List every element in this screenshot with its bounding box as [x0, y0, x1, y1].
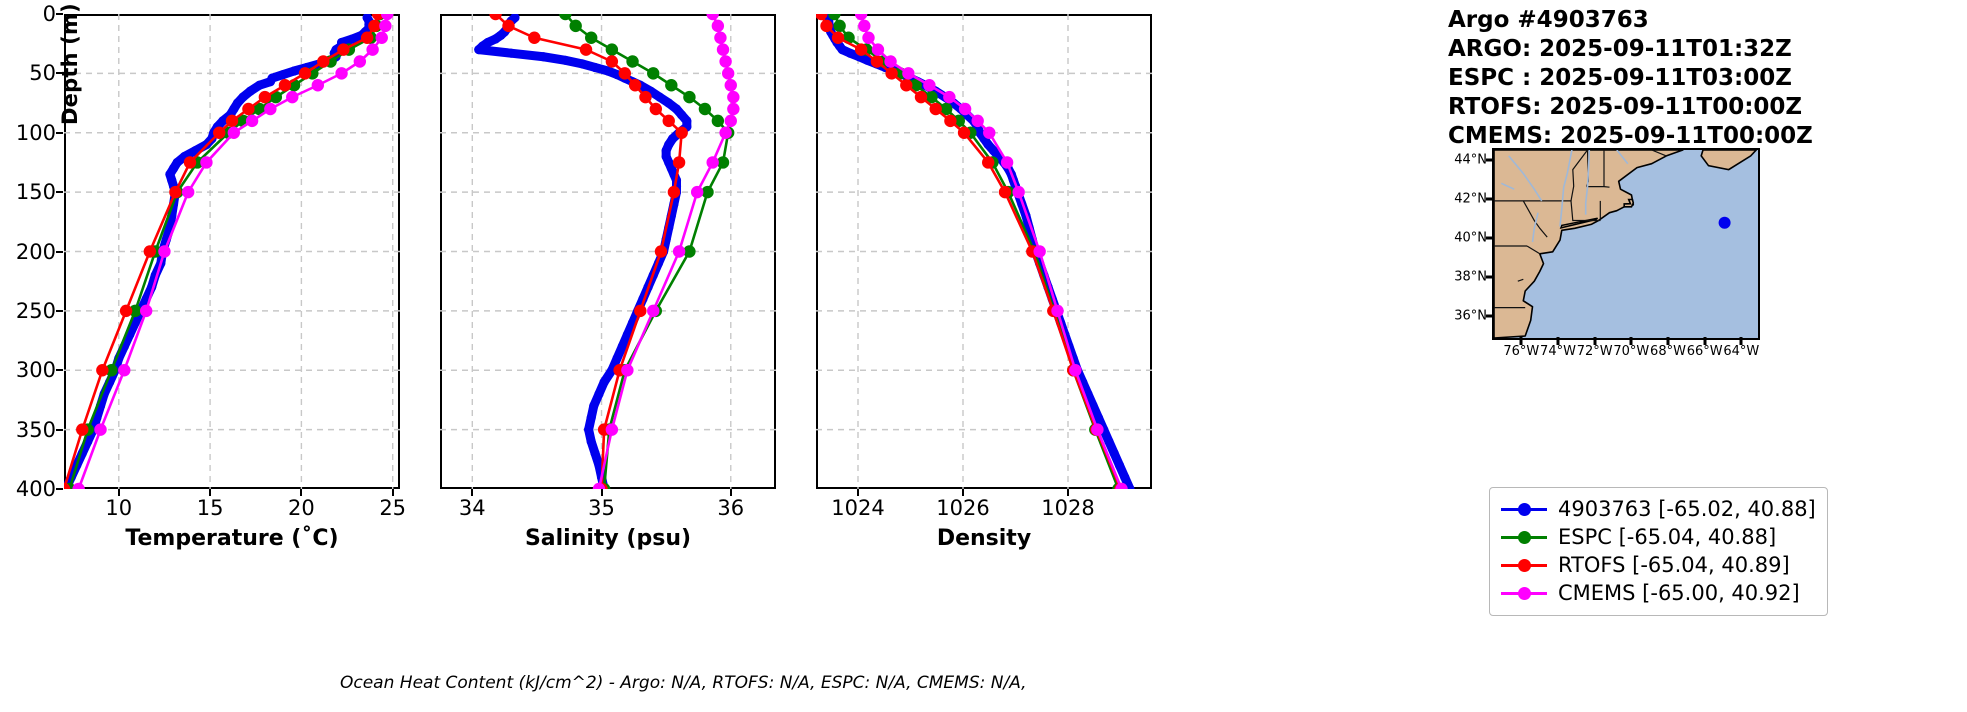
density-profile-xtick: 1024	[831, 496, 885, 520]
tick-mark	[962, 489, 964, 496]
salinity-profile-xtick: 35	[588, 496, 615, 520]
temperature-plot-area	[64, 14, 400, 489]
temperature-profile-panel: 0 50 100 150 200 250 300 350 400 Depth (m) 10 15 2…	[16, 2, 406, 551]
tick-mark	[117, 489, 120, 496]
legend-item-espc[interactable]: ESPC [-65.04, 40.88]	[1501, 523, 1816, 551]
density-profile-xtick: 1028	[1041, 496, 1095, 520]
tick-mark	[1519, 337, 1523, 345]
legend-item-argo[interactable]: 4903763 [-65.02, 40.88]	[1501, 495, 1816, 523]
legend-marker-icon	[1501, 558, 1547, 572]
tick-mark	[56, 191, 63, 194]
depth-tick-label: 100	[15, 120, 56, 145]
tick-mark	[56, 13, 63, 15]
location-map: 44°N 42°N 40°N 38°N 36°N 76°W 74°W 72°W 70°W 68°…	[1452, 148, 1764, 359]
map-lat-tick: 40°N	[1454, 230, 1487, 246]
tick-mark	[1067, 489, 1069, 496]
tick-mark	[1486, 275, 1495, 279]
temperature-profile-xtick: 20	[288, 496, 315, 520]
legend-label: CMEMS [-65.00, 40.92]	[1558, 581, 1800, 605]
tick-mark	[600, 489, 603, 496]
depth-axis-label: Depth (m)	[58, 3, 82, 125]
tick-mark	[56, 131, 63, 134]
tick-mark	[1486, 236, 1495, 240]
tick-mark	[729, 489, 732, 496]
map-lat-tick: 38°N	[1454, 269, 1487, 285]
tick-mark	[300, 489, 303, 496]
series-legend: 4903763 [-65.02, 40.88] ESPC [-65.04, 40.…	[1489, 487, 1828, 616]
map-graphic	[1494, 150, 1758, 338]
depth-tick-label: 200	[15, 239, 56, 264]
tick-mark	[1629, 337, 1633, 345]
tick-mark	[56, 488, 63, 490]
depth-tick-label: 150	[15, 180, 56, 205]
map-lat-tick: 42°N	[1454, 191, 1487, 207]
legend-marker-icon	[1501, 586, 1547, 600]
depth-tick-label: 0	[42, 2, 56, 26]
density-plot-area	[816, 14, 1152, 489]
tick-mark	[471, 489, 474, 496]
tick-mark	[1666, 337, 1670, 345]
legend-marker-icon	[1501, 502, 1547, 516]
map-lon-tick: 74°W	[1540, 344, 1576, 359]
map-lat-tick: 36°N	[1454, 308, 1487, 324]
map-lon-tick: 66°W	[1686, 344, 1723, 359]
map-lon-tick: 64°W	[1723, 344, 1760, 359]
tick-mark	[857, 489, 859, 496]
temperature-axis-label: Temperature (˚C)	[125, 526, 339, 551]
density-axis-label: Density	[936, 526, 1032, 551]
map-longitude-ticks: 76°W 74°W 72°W 70°W 68°W 66°W 64°W	[1492, 337, 1760, 366]
depth-tick-label: 50	[29, 61, 56, 86]
tick-mark	[1593, 337, 1597, 345]
map-lon-tick: 72°W	[1576, 344, 1613, 359]
map-lon-tick: 68°W	[1650, 344, 1686, 359]
tick-mark	[1703, 337, 1707, 345]
legend-label: 4903763 [-65.02, 40.88]	[1558, 497, 1816, 521]
argo-metadata-header: Argo #4903763 ARGO: 2025-09-11T01:32Z ES…	[1448, 7, 1813, 149]
temperature-profile-xtick: 15	[196, 496, 224, 520]
tick-mark	[1556, 337, 1560, 345]
legend-label: RTOFS [-65.04, 40.89]	[1558, 553, 1790, 577]
tick-mark	[56, 250, 63, 253]
salinity-axis-label: Salinity (psu)	[524, 526, 692, 551]
map-lon-tick: 70°W	[1613, 344, 1650, 359]
tick-mark	[56, 428, 63, 431]
salinity-profile-panel: 34 35 36 Salinity (psu)	[440, 14, 776, 551]
tick-mark	[1486, 197, 1495, 201]
map-lat-tick: 44°N	[1454, 152, 1487, 168]
salinity-profile-xtick: 36	[717, 496, 745, 520]
legend-label: ESPC [-65.04, 40.88]	[1558, 525, 1777, 549]
tick-mark	[56, 72, 63, 75]
map-latitude-ticks: 44°N 42°N 40°N 38°N 36°N	[1452, 148, 1495, 340]
density-profile-xtick: 1026	[936, 496, 990, 520]
tick-mark	[56, 369, 63, 372]
depth-tick-label: 250	[15, 298, 56, 323]
legend-item-rtofs[interactable]: RTOFS [-65.04, 40.89]	[1501, 551, 1816, 579]
depth-axis-ticks: 0 50 100 150 200 250 300 350 400	[0, 2, 63, 501]
tick-mark	[391, 489, 394, 496]
tick-mark	[1486, 158, 1495, 162]
legend-marker-icon	[1501, 530, 1547, 544]
depth-tick-label: 300	[15, 358, 56, 383]
depth-tick-label: 350	[15, 417, 56, 442]
temperature-profile-xtick: 25	[379, 496, 407, 520]
temperature-profile-xtick: 10	[105, 496, 133, 520]
tick-mark	[209, 489, 212, 496]
salinity-profile-xtick: 34	[458, 496, 486, 520]
tick-mark	[1486, 314, 1495, 318]
salinity-plot-area	[440, 14, 776, 489]
ocean-heat-content-caption: Ocean Heat Content (kJ/cm^2) - Argo: N/A…	[340, 673, 1027, 693]
legend-item-cmems[interactable]: CMEMS [-65.00, 40.92]	[1501, 579, 1816, 607]
density-profile-panel: 1024 1026 1028 Density	[816, 14, 1152, 551]
tick-mark	[1739, 337, 1743, 345]
map-frame	[1492, 148, 1760, 340]
map-lon-tick: 76°W	[1503, 344, 1540, 359]
depth-tick-label: 400	[15, 477, 56, 501]
tick-mark	[56, 309, 63, 312]
